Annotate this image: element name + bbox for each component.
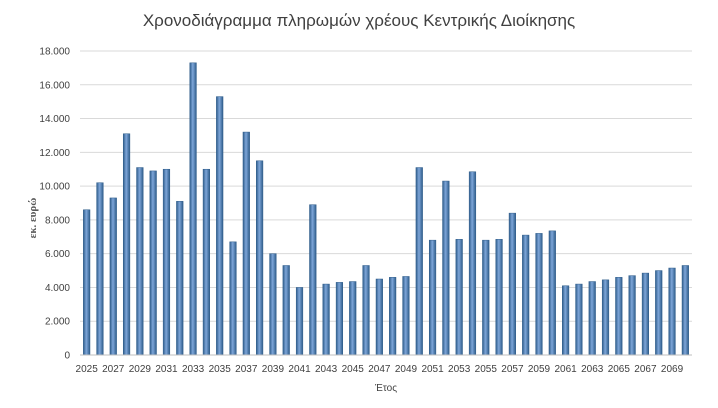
x-tick-label: 2055 xyxy=(475,364,498,375)
y-axis-title: εκ. ευρώ xyxy=(27,198,39,239)
x-tick-label: 2057 xyxy=(501,364,524,375)
x-tick-label: 2069 xyxy=(661,364,684,375)
bar-2039 xyxy=(269,253,277,356)
x-tick-label: 2037 xyxy=(235,364,258,375)
bar-2068 xyxy=(655,270,663,356)
bar-2063 xyxy=(588,281,596,356)
bar-2058 xyxy=(522,234,530,356)
x-tick-label: 2035 xyxy=(209,364,232,375)
x-tick-label: 2051 xyxy=(421,364,444,375)
bar-2061 xyxy=(562,285,570,356)
x-tick-label: 2039 xyxy=(262,364,285,375)
x-tick-label: 2025 xyxy=(76,364,99,375)
bar-2030 xyxy=(149,170,157,356)
bar-2036 xyxy=(229,241,237,356)
bar-2069 xyxy=(668,267,676,356)
x-axis-title: Έτος xyxy=(374,383,397,394)
x-tick-label: 2047 xyxy=(368,364,391,375)
bars xyxy=(83,62,689,356)
bar-2060 xyxy=(548,230,556,356)
bar-2064 xyxy=(601,279,610,356)
bar-2046 xyxy=(362,265,370,356)
bar-2059 xyxy=(535,233,543,356)
bar-2044 xyxy=(335,282,344,356)
bar-2033 xyxy=(189,62,197,356)
x-tick-label: 2053 xyxy=(448,364,471,375)
bar-2031 xyxy=(162,168,171,356)
y-tick-label: 8.000 xyxy=(45,215,70,226)
bar-2029 xyxy=(136,167,144,356)
x-tick-label: 2045 xyxy=(342,364,365,375)
bar-2040 xyxy=(282,265,290,356)
bar-2028 xyxy=(122,133,131,356)
y-tick-label: 6.000 xyxy=(45,249,70,260)
chart-title: Χρονοδιάγραμμα πληρωμών χρέους Κεντρικής… xyxy=(143,11,575,30)
bar-2065 xyxy=(615,277,623,356)
gridlines xyxy=(80,50,692,322)
bar-2037 xyxy=(242,131,250,356)
bar-2049 xyxy=(402,276,410,356)
bar-2042 xyxy=(309,204,317,356)
y-tick-label: 0 xyxy=(64,351,70,362)
y-axis-ticks: 0 2.000 4.000 6.000 8.000 10.000 12.000 14.000 1… xyxy=(39,47,70,362)
x-tick-label: 2027 xyxy=(102,364,125,375)
y-tick-label: 18.000 xyxy=(39,47,70,58)
y-tick-label: 10.000 xyxy=(39,182,70,193)
x-tick-label: 2059 xyxy=(528,364,551,375)
y-tick-label: 4.000 xyxy=(45,283,70,294)
bar-2035 xyxy=(216,96,224,356)
bar-2051 xyxy=(428,239,437,356)
bar-2067 xyxy=(641,272,650,356)
x-tick-label: 2063 xyxy=(581,364,604,375)
x-tick-label: 2031 xyxy=(155,364,178,375)
bar-2045 xyxy=(349,281,357,356)
x-tick-label: 2033 xyxy=(182,364,205,375)
bar-2034 xyxy=(202,168,210,356)
x-tick-label: 2067 xyxy=(634,364,657,375)
x-tick-label: 2049 xyxy=(395,364,418,375)
bar-2057 xyxy=(508,212,516,356)
x-tick-label: 2065 xyxy=(608,364,631,375)
x-tick-label: 2061 xyxy=(554,364,577,375)
bar-2047 xyxy=(375,278,383,356)
bar-2038 xyxy=(256,160,264,356)
bar-2062 xyxy=(575,283,583,356)
bar-2055 xyxy=(482,239,490,356)
bar-2056 xyxy=(495,239,503,356)
bar-2053 xyxy=(455,239,463,356)
bar-2027 xyxy=(109,197,117,356)
x-tick-label: 2043 xyxy=(315,364,338,375)
bar-2026 xyxy=(96,182,104,356)
bar-2052 xyxy=(442,180,450,356)
bar-2050 xyxy=(415,167,423,356)
bar-2041 xyxy=(295,287,304,356)
x-axis-ticks: 2025 2027 2029 2031 2033 2035 2037 2039 2041 2043… xyxy=(76,364,684,375)
y-tick-label: 14.000 xyxy=(39,114,70,125)
bar-2054 xyxy=(468,171,477,356)
bar-2070 xyxy=(681,265,689,356)
bar-2032 xyxy=(176,201,184,356)
y-tick-label: 2.000 xyxy=(45,317,70,328)
y-tick-label: 16.000 xyxy=(39,80,70,91)
bar-2048 xyxy=(389,277,397,356)
bar-2025 xyxy=(83,209,91,356)
x-tick-label: 2041 xyxy=(288,364,311,375)
y-tick-label: 12.000 xyxy=(39,148,70,159)
bar-2066 xyxy=(628,275,636,356)
bar-2043 xyxy=(322,283,330,356)
x-tick-label: 2029 xyxy=(129,364,152,375)
